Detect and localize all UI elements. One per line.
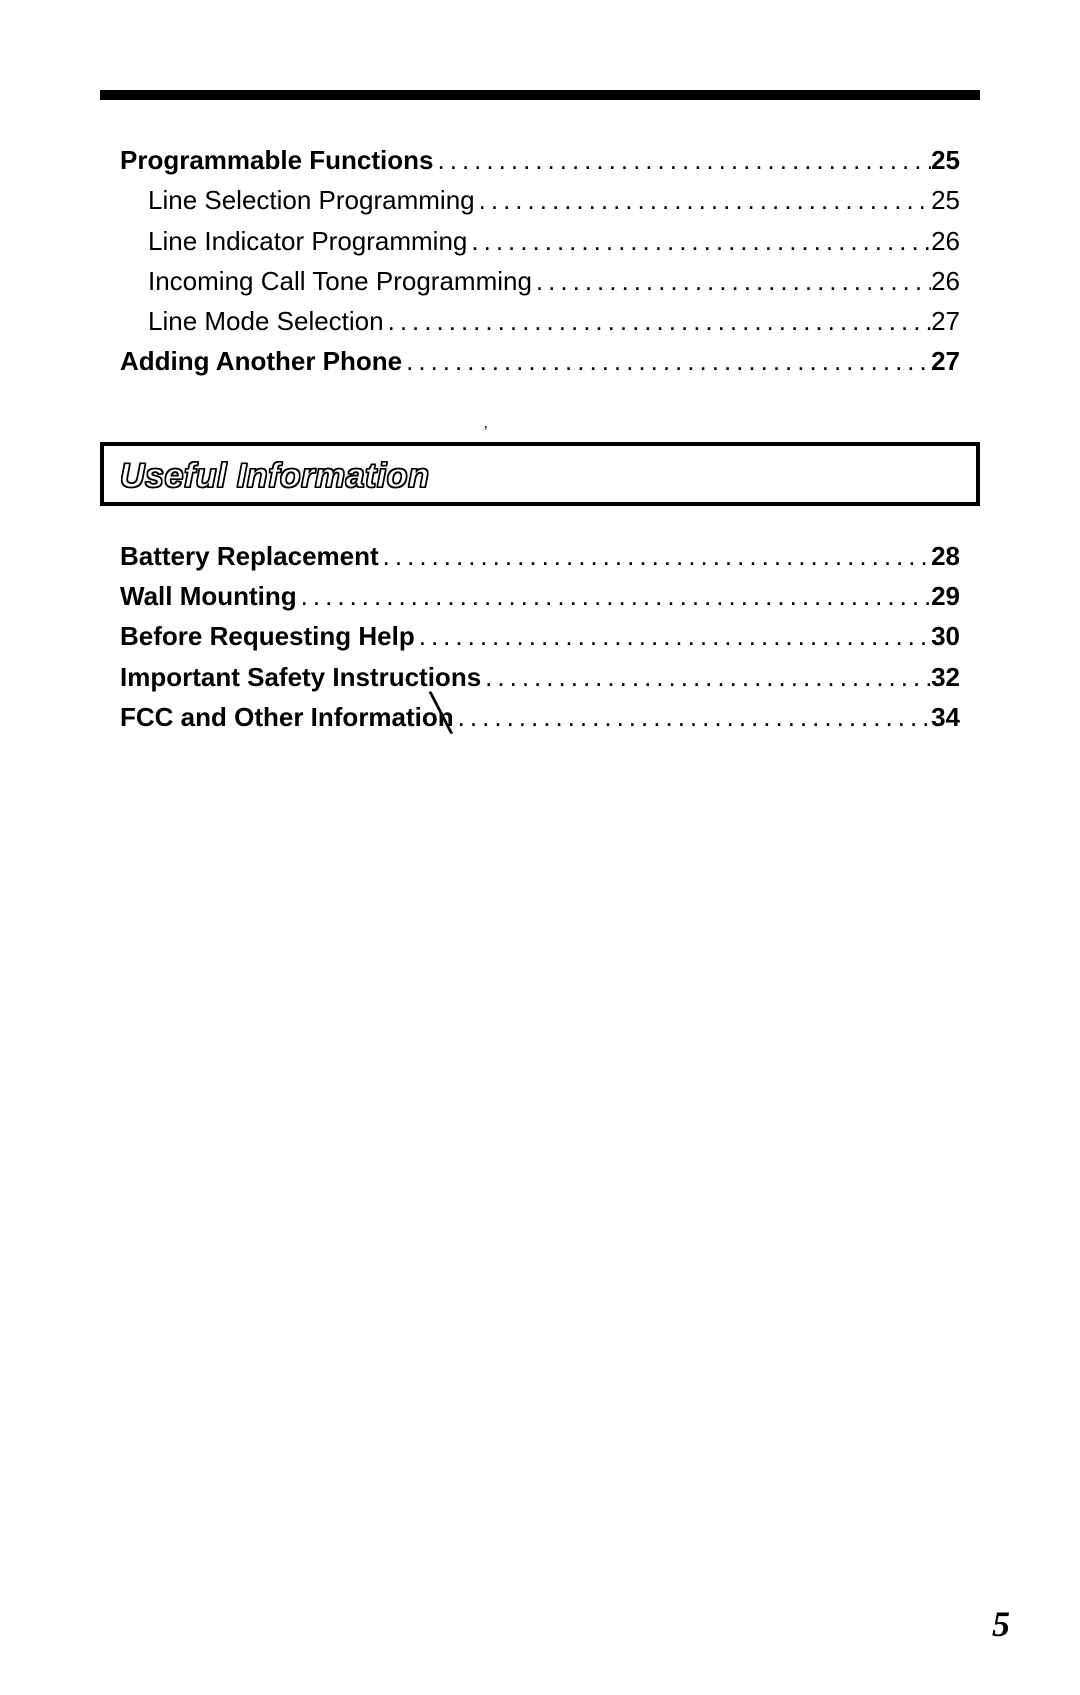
artifact-tick: ’ [484, 424, 488, 442]
toc-page: 27 [931, 301, 960, 341]
toc-entry: Line Mode Selection 27 [120, 301, 960, 341]
toc-entry: Before Requesting Help 30 [120, 616, 960, 656]
toc-page: 26 [931, 221, 960, 261]
toc-label: Adding Another Phone [120, 341, 402, 381]
toc-label: Wall Mounting [120, 576, 297, 616]
toc-page: 25 [931, 180, 960, 220]
toc-leader-dots [384, 301, 931, 341]
toc-label: Important Safety Instructions [120, 657, 481, 697]
toc-leader-dots [454, 697, 931, 737]
toc-entry: Wall Mounting 29 [120, 576, 960, 616]
toc-top-block: Programmable Functions 25 Line Selection… [120, 140, 960, 382]
toc-label: Programmable Functions [120, 140, 434, 180]
artifact-slash: ╲ [430, 692, 452, 734]
toc-page: 32 [931, 657, 960, 697]
toc-leader-dots [415, 616, 931, 656]
page-number: 5 [992, 1603, 1010, 1645]
toc-page: 30 [931, 616, 960, 656]
toc-leader-dots [467, 221, 931, 261]
section-header-box: ’ Useful Information [100, 442, 980, 506]
toc-label: Before Requesting Help [120, 616, 415, 656]
section-gap [80, 382, 1000, 442]
toc-page: 29 [931, 576, 960, 616]
toc-leader-dots [297, 576, 931, 616]
toc-leader-dots [379, 536, 931, 576]
toc-label: FCC and Other Information [120, 697, 454, 737]
toc-entry: Battery Replacement 28 [120, 536, 960, 576]
toc-useful-block: Battery Replacement 28 Wall Mounting 29 … [120, 536, 960, 737]
toc-entry: Incoming Call Tone Programming 26 [120, 261, 960, 301]
toc-entry: Programmable Functions 25 [120, 140, 960, 180]
section-title: Useful Information [120, 457, 429, 496]
toc-page: 26 [931, 261, 960, 301]
toc-entry: FCC and Other Information 34 [120, 697, 960, 737]
toc-entry: Line Indicator Programming 26 [120, 221, 960, 261]
toc-entry: Important Safety Instructions 32 [120, 657, 960, 697]
toc-label: Line Selection Programming [148, 180, 475, 220]
toc-leader-dots [434, 140, 932, 180]
toc-leader-dots [532, 261, 931, 301]
toc-label: Line Indicator Programming [148, 221, 467, 261]
toc-leader-dots [475, 180, 931, 220]
toc-entry: Adding Another Phone 27 [120, 341, 960, 381]
top-horizontal-rule [100, 90, 980, 100]
toc-label: Line Mode Selection [148, 301, 384, 341]
toc-page: 25 [931, 140, 960, 180]
toc-label: Battery Replacement [120, 536, 379, 576]
toc-leader-dots [402, 341, 931, 381]
toc-page: 34 [931, 697, 960, 737]
toc-page: 28 [931, 536, 960, 576]
toc-page: 27 [931, 341, 960, 381]
page: Programmable Functions 25 Line Selection… [0, 0, 1080, 1695]
toc-label: Incoming Call Tone Programming [148, 261, 532, 301]
toc-leader-dots [481, 657, 931, 697]
toc-entry: Line Selection Programming 25 [120, 180, 960, 220]
